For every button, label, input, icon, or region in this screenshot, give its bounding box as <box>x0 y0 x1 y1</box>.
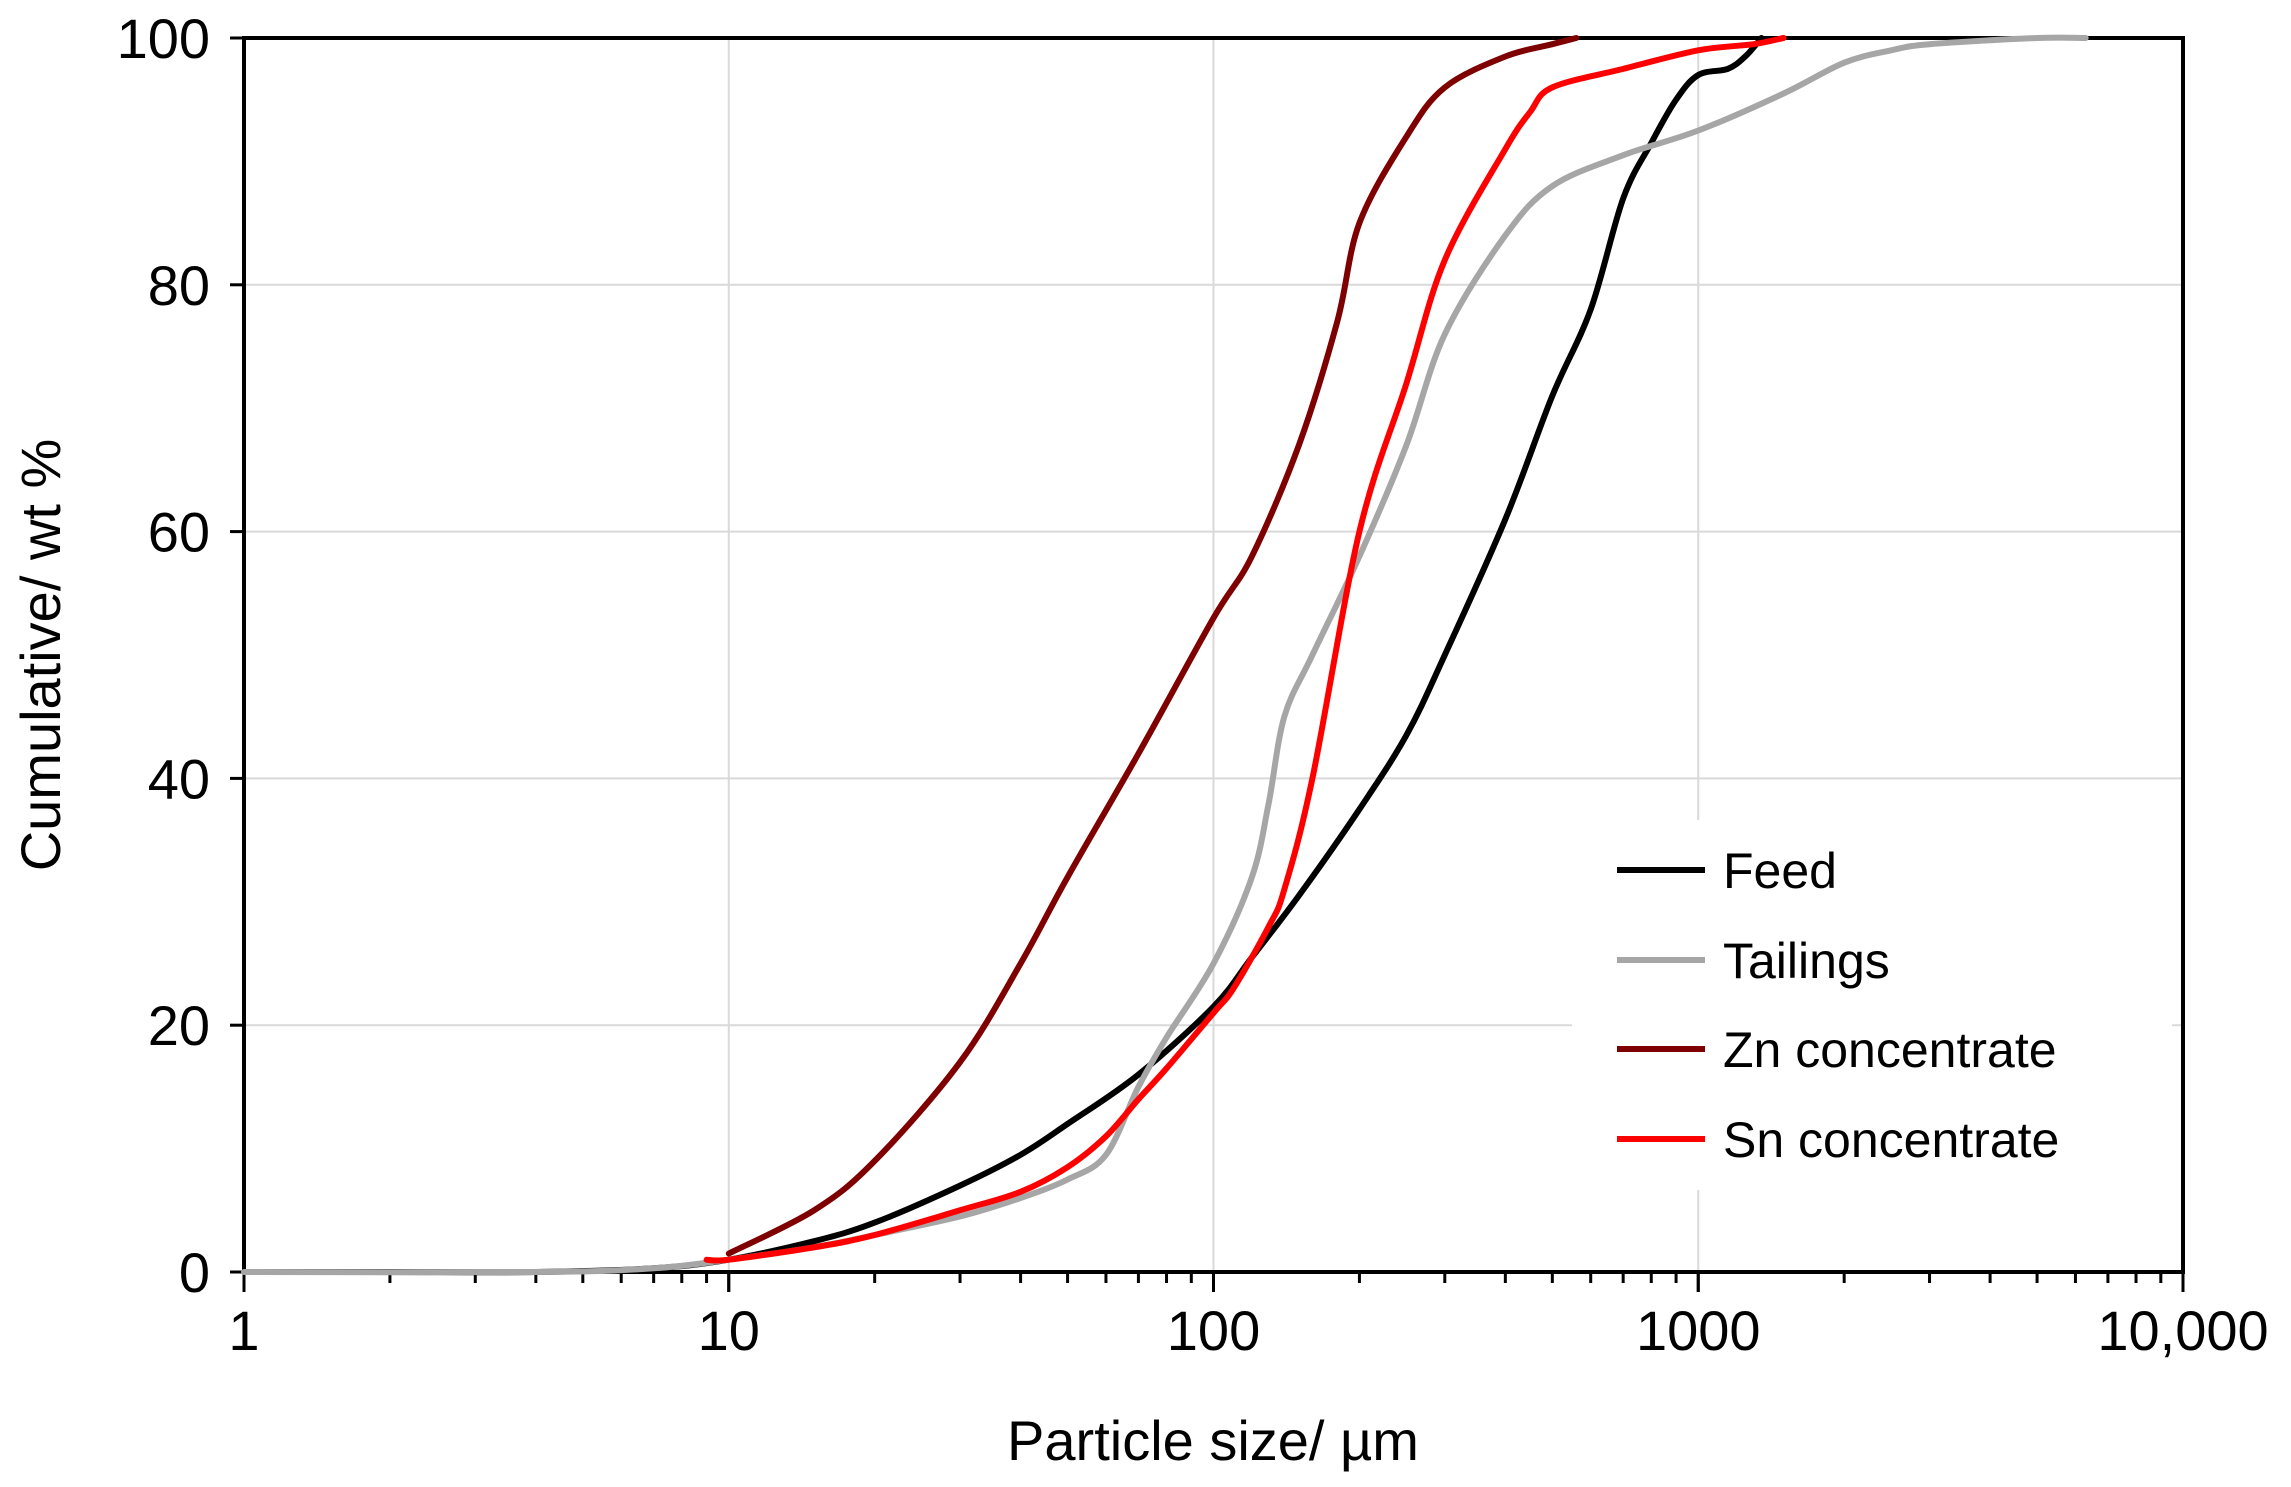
y-tick-label-1: 20 <box>148 994 210 1057</box>
legend-item-zn-concentrate: Zn concentrate <box>1617 1022 2057 1078</box>
y-tick-label-5: 100 <box>117 7 210 70</box>
x-axis-title: Particle size/ µm <box>1007 1409 1419 1472</box>
y-tick-label-3: 60 <box>148 501 210 564</box>
y-tick-label-2: 40 <box>148 747 210 810</box>
x-tick-label-2: 100 <box>1167 1299 1260 1362</box>
grid-lines <box>244 38 2183 1272</box>
legend-item-feed: Feed <box>1617 843 1837 899</box>
series-line-sn-concentrate <box>703 35 1787 1264</box>
legend-item-tailings: Tailings <box>1617 933 1890 989</box>
legend-item-sn-concentrate: Sn concentrate <box>1617 1112 2059 1168</box>
y-axis-title: Cumulative/ wt % <box>9 439 72 872</box>
legend-label-feed: Feed <box>1723 843 1837 899</box>
axis-ticks: 1 10 100 1000 10,000 0 20 40 60 80 100 <box>117 7 2269 1362</box>
legend-label-sn-concentrate: Sn concentrate <box>1723 1112 2059 1168</box>
y-tick-label-0: 0 <box>179 1241 210 1304</box>
x-tick-label-1: 10 <box>698 1299 760 1362</box>
legend-label-zn-concentrate: Zn concentrate <box>1723 1022 2057 1078</box>
series-lines <box>241 34 2089 1276</box>
series-line-feed <box>241 35 1765 1276</box>
legend-label-tailings: Tailings <box>1723 933 1890 989</box>
x-tick-label-3: 1000 <box>1636 1299 1761 1362</box>
legend-background <box>1572 820 2172 1190</box>
legend: Feed Tailings Zn concentrate Sn concentr… <box>1572 820 2172 1190</box>
y-tick-label-4: 80 <box>148 254 210 317</box>
x-tick-label-0: 1 <box>228 1299 259 1362</box>
x-tick-label-4: 10,000 <box>2097 1299 2268 1362</box>
series-line-zn-concentrate <box>725 35 1580 1257</box>
